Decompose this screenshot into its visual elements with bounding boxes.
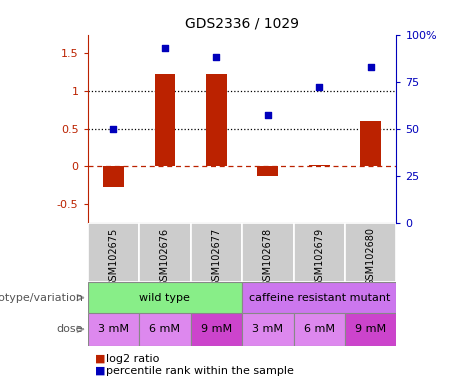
Text: 9 mM: 9 mM (201, 324, 232, 334)
Bar (103, 166, 124, 187)
Bar (206, 74, 226, 166)
Bar (294, 223, 345, 282)
Text: 6 mM: 6 mM (304, 324, 335, 334)
Text: dose: dose (57, 324, 83, 334)
Bar (242, 282, 396, 313)
Bar (257, 166, 278, 176)
Point (315, 84, 323, 90)
Text: 3 mM: 3 mM (252, 324, 283, 334)
Text: 6 mM: 6 mM (149, 324, 180, 334)
Title: GDS2336 / 1029: GDS2336 / 1029 (185, 17, 299, 31)
Bar (88, 282, 242, 313)
Bar (361, 121, 381, 166)
Text: percentile rank within the sample: percentile rank within the sample (106, 366, 294, 376)
Text: 9 mM: 9 mM (355, 324, 386, 334)
Bar (139, 223, 190, 282)
Text: genotype/variation: genotype/variation (0, 293, 83, 303)
Bar (139, 313, 190, 346)
Text: GSM102677: GSM102677 (211, 227, 221, 287)
Text: caffeine resistant mutant: caffeine resistant mutant (248, 293, 390, 303)
Point (110, 126, 117, 132)
Text: 3 mM: 3 mM (98, 324, 129, 334)
Point (264, 113, 272, 119)
Bar (242, 313, 294, 346)
Text: GSM102675: GSM102675 (108, 227, 118, 287)
Text: GSM102680: GSM102680 (366, 227, 376, 286)
Bar (242, 223, 294, 282)
Bar (88, 313, 139, 346)
Text: ■: ■ (95, 366, 105, 376)
Bar (88, 223, 139, 282)
Bar (309, 165, 330, 166)
Bar (345, 313, 396, 346)
Bar (294, 313, 345, 346)
Point (161, 45, 168, 51)
Text: GSM102679: GSM102679 (314, 227, 324, 286)
Point (213, 54, 220, 60)
Bar (190, 313, 242, 346)
Bar (154, 74, 175, 166)
Text: GSM102678: GSM102678 (263, 227, 273, 286)
Text: ■: ■ (95, 354, 105, 364)
Text: GSM102676: GSM102676 (160, 227, 170, 286)
Bar (345, 223, 396, 282)
Point (367, 63, 374, 70)
Bar (190, 223, 242, 282)
Text: wild type: wild type (139, 293, 190, 303)
Text: log2 ratio: log2 ratio (106, 354, 160, 364)
